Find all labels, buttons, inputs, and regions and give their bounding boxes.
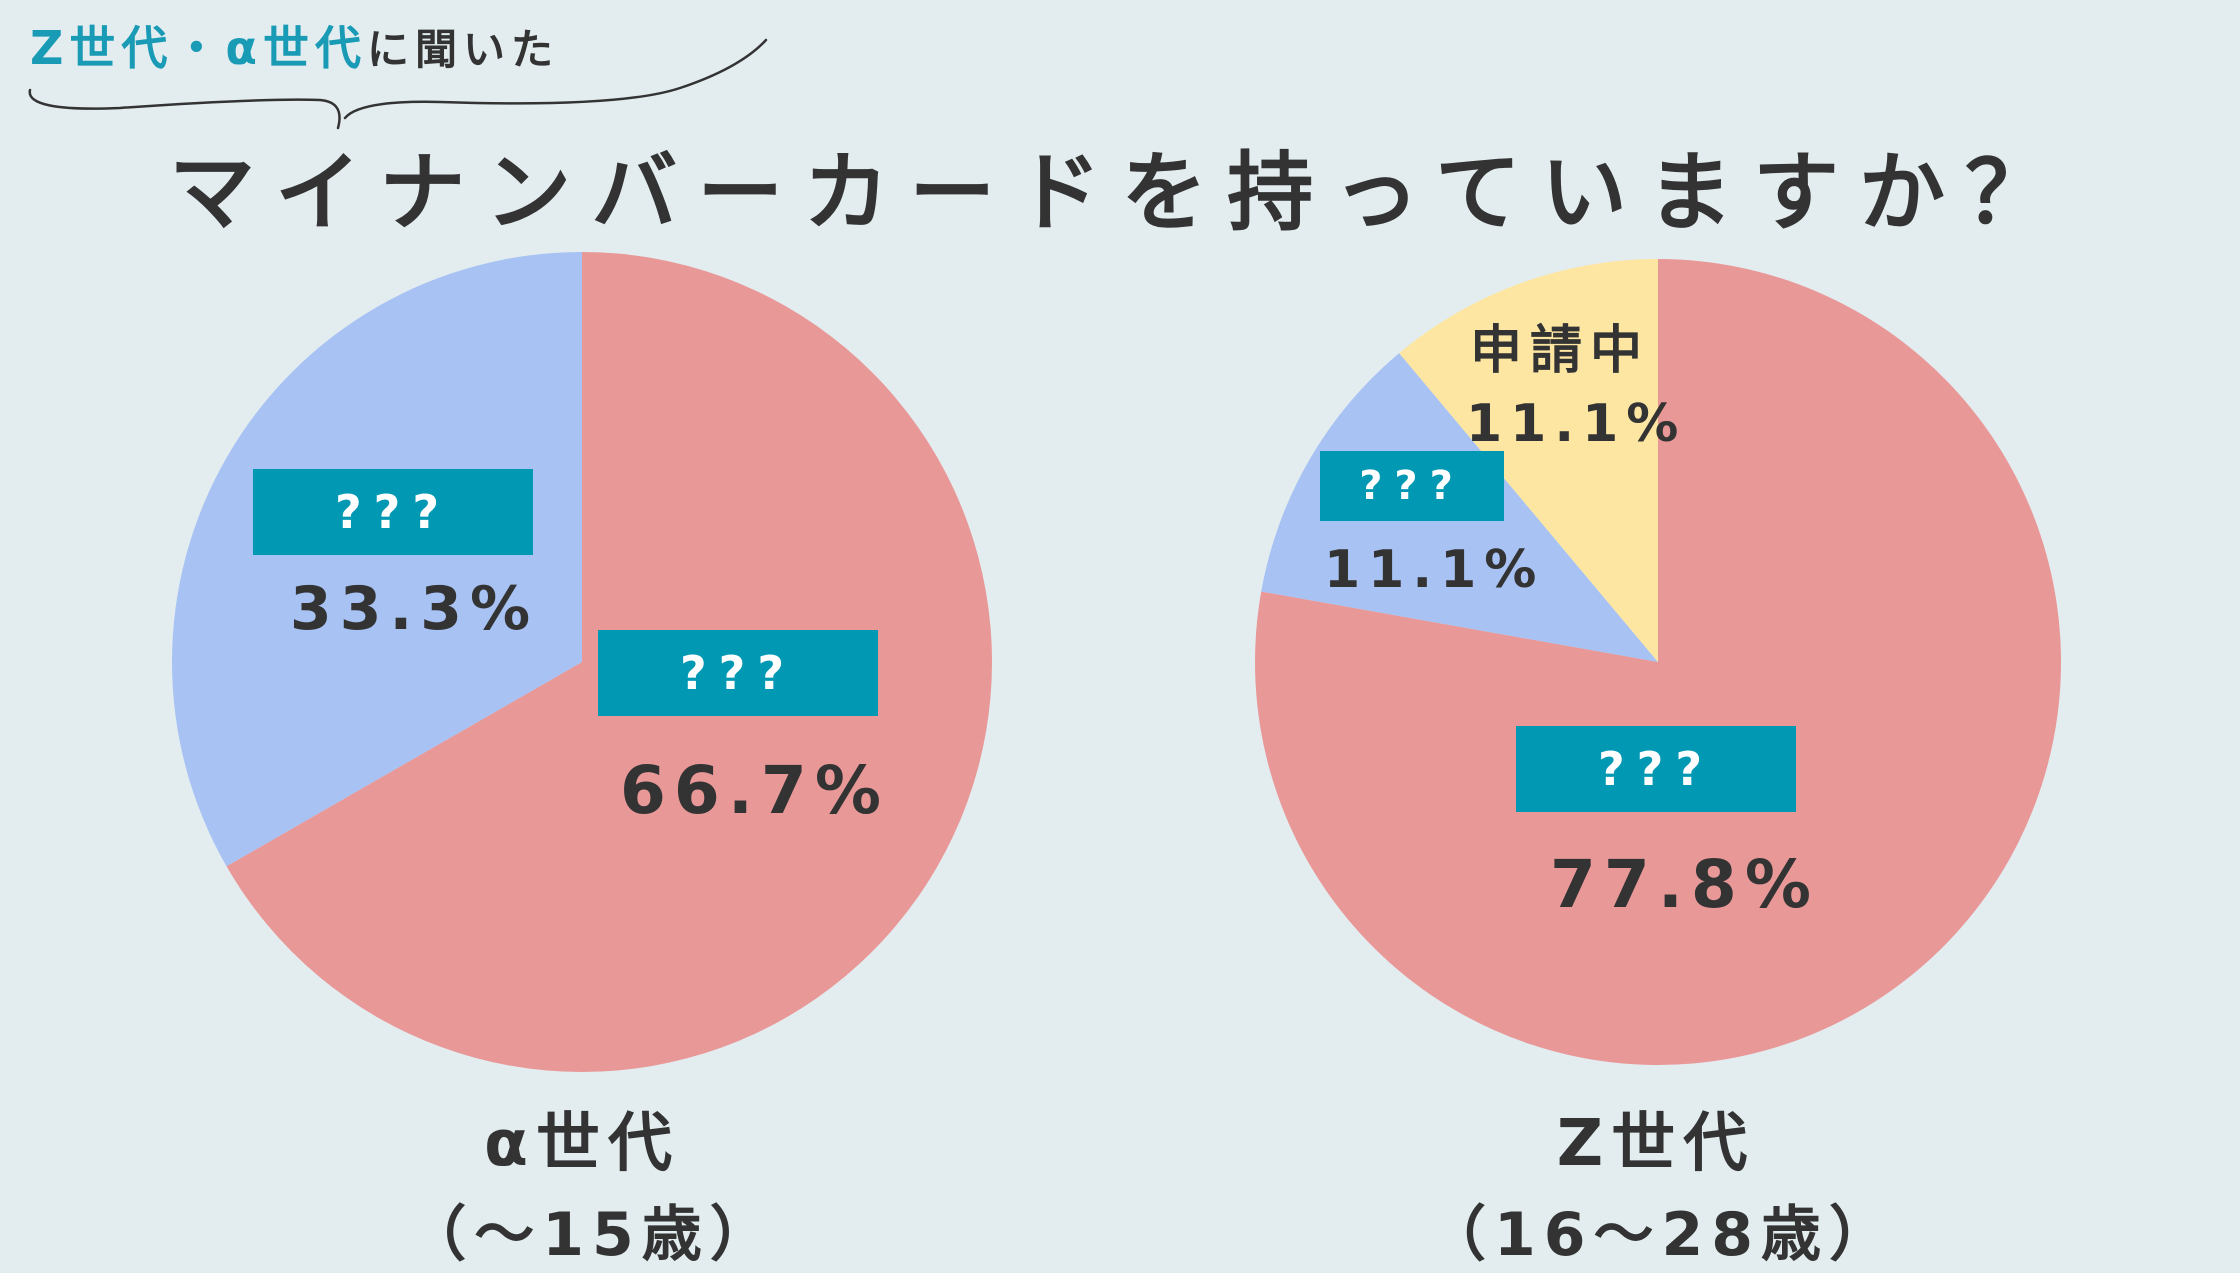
- chart-caption-alpha: α世代: [484, 1107, 680, 1181]
- header-tag: Z世代・α世代に聞いた: [30, 12, 559, 78]
- slice-label-z-main: ???: [1516, 726, 1796, 812]
- pie-slice-z-main: [1254, 259, 2061, 1066]
- slice-percent-z-other: 11.1%: [1324, 540, 1545, 600]
- decorative-swoosh: [28, 38, 768, 130]
- pie-slice-alpha-other: [171, 252, 582, 867]
- header-tag-accent: Z世代・α世代: [30, 21, 367, 75]
- page-title: マイナンバーカードを持っていますか？: [169, 143, 2071, 243]
- slice-percent-alpha-main: 66.7%: [620, 752, 889, 829]
- chart-subcaption-z: （16〜28歳）: [1426, 1200, 1897, 1270]
- slice-label-alpha-main: ???: [598, 630, 878, 716]
- header-tag-plain: に聞いた: [366, 25, 559, 74]
- pie-slice-z-applying: [1399, 259, 1658, 662]
- slice-percent-z-applying: 11.1%: [1466, 394, 1687, 454]
- slice-label-z-other: ???: [1320, 451, 1504, 521]
- pie-chart-z: [1254, 259, 2061, 1066]
- slice-percent-z-main: 77.8%: [1550, 846, 1819, 923]
- slice-label-z-applying: 申請中: [1470, 321, 1651, 381]
- slice-label-alpha-other: ???: [253, 469, 533, 555]
- chart-subcaption-alpha: （〜15歳）: [406, 1200, 778, 1270]
- slice-percent-alpha-other: 33.3%: [290, 574, 539, 644]
- chart-caption-z: Z世代: [1556, 1107, 1756, 1181]
